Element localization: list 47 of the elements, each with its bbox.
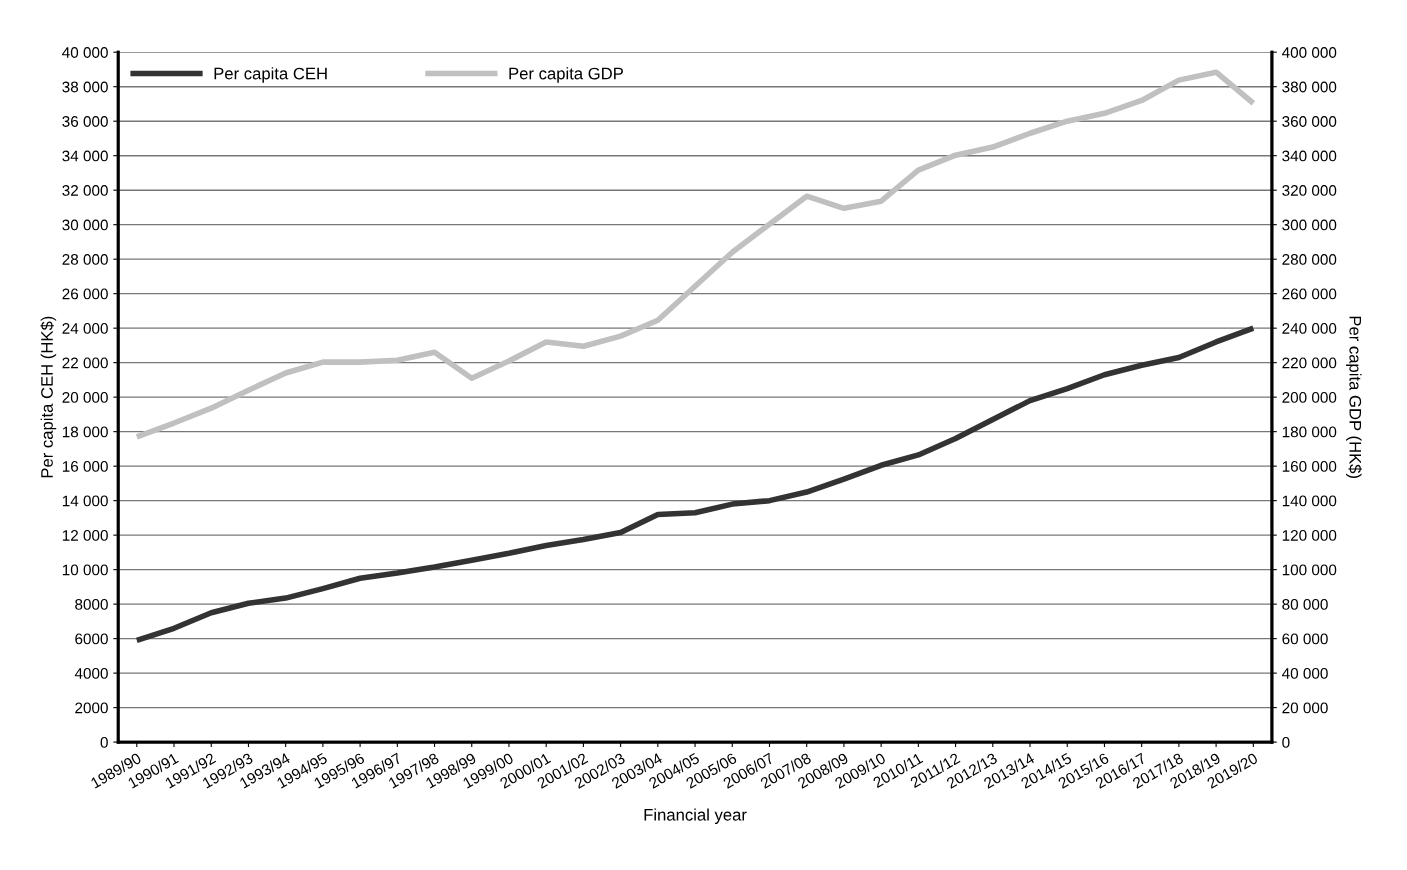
y-tick-label: 28 000 [62, 254, 108, 265]
y2-tick-label: 160 000 [1282, 461, 1337, 472]
y2-tick-label: 140 000 [1282, 495, 1337, 507]
y2-tick-label: 120 000 [1282, 530, 1337, 541]
legend-label: Per capita GDP [509, 67, 623, 83]
y2-tick-label: 300 000 [1282, 219, 1337, 231]
y2-tick-label: 400 000 [1282, 47, 1337, 58]
x-axis-title: Financial year [644, 808, 747, 824]
y-tick-label: 20 000 [62, 392, 108, 403]
y2-tick-label: 380 000 [1282, 81, 1337, 93]
y-tick-label: 6000 [75, 633, 108, 645]
y-tick-label: 18 000 [62, 426, 108, 438]
y2-tick-label: 200 000 [1282, 392, 1337, 403]
y-tick-label: 8000 [75, 599, 108, 610]
y2-tick-label: 180 000 [1282, 426, 1337, 438]
y2-tick-label: 80 000 [1282, 599, 1328, 610]
y2-tick-label: 60 000 [1282, 633, 1328, 645]
y-tick-label: 40 000 [62, 47, 108, 58]
y2-tick-label: 240 000 [1282, 323, 1337, 334]
y-tick-label: 2000 [75, 702, 108, 714]
y-tick-label: 24 000 [62, 323, 108, 334]
y2-tick-label: 360 000 [1282, 116, 1337, 127]
y-tick-label: 4000 [74, 667, 108, 679]
y2-axis-title: Per capita GDP (HK$) [1346, 316, 1362, 478]
y-axis-title: Per capita CEH (HK$) [40, 316, 57, 478]
y2-tick-label: 320 000 [1282, 185, 1337, 196]
y2-tick-label: 0 [1282, 736, 1290, 748]
y2-tick-label: 100 000 [1282, 564, 1337, 576]
y-tick-label: 36 000 [62, 116, 108, 127]
y-tick-label: 0 [100, 736, 108, 748]
y-tick-label: 12 000 [62, 530, 108, 541]
y2-tick-label: 220 000 [1282, 357, 1337, 369]
y2-tick-label: 20 000 [1282, 702, 1328, 714]
y-tick-label: 16 000 [62, 461, 108, 472]
y-tick-label: 38 000 [62, 81, 108, 93]
y2-tick-label: 340 000 [1282, 150, 1337, 162]
y-tick-label: 26 000 [62, 288, 108, 300]
y-tick-label: 10 000 [62, 564, 108, 576]
y-tick-label: 34 000 [62, 150, 108, 162]
y-tick-label: 30 000 [62, 219, 108, 231]
y2-tick-label: 280 000 [1282, 254, 1337, 265]
y-tick-label: 14 000 [62, 495, 108, 507]
y2-tick-label: 40 000 [1282, 667, 1328, 679]
legend-label: Per capita CEH [214, 67, 327, 83]
y2-tick-label: 260 000 [1282, 288, 1337, 300]
y-tick-label: 22 000 [62, 357, 108, 369]
y-tick-label: 32 000 [62, 185, 108, 196]
